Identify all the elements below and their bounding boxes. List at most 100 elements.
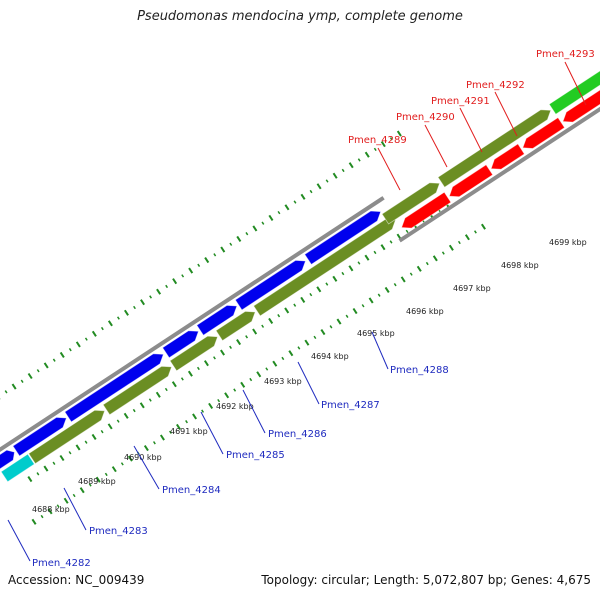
top-dotted-ring [214,254,216,257]
lower-track-group [0,131,485,524]
bottom-dotted-ring [105,473,107,476]
bottom-dotted-ring [161,435,164,440]
gene-label-forward[interactable]: Pmen_4286 [268,429,327,440]
bottom-dotted-ring [73,494,75,497]
kbp-label: 4699 kbp [549,238,587,247]
top-dotted-ring [61,352,64,357]
gene-label-forward[interactable]: Pmen_4288 [390,365,449,376]
leader-line [460,108,482,152]
scale-ticks [262,325,264,328]
bottom-dotted-ring [418,266,421,271]
bottom-dotted-ring [443,252,445,255]
gene-label-forward[interactable]: Pmen_4287 [321,400,380,411]
gene-label-forward[interactable]: Pmen_4282 [32,558,91,569]
scale-ticks [133,409,135,412]
top-dotted-ring [166,285,168,288]
top-dotted-ring [310,190,312,193]
bottom-dotted-ring [266,368,268,371]
top-dotted-ring [157,289,160,294]
top-dotted-ring [29,373,32,378]
bottom-dotted-ring [337,319,340,324]
scale-ticks [285,308,288,313]
top-dotted-ring [86,338,88,341]
leader-line [243,390,265,433]
gene-label-forward[interactable]: Pmen_4285 [226,450,285,461]
top-dotted-ring [182,275,184,278]
scale-ticks [149,399,151,402]
bottom-dotted-ring [209,403,212,408]
scale-ticks [365,255,368,260]
kbp-label: 4696 kbp [406,307,444,316]
scale-ticks [198,367,200,370]
gene-label-reverse[interactable]: Pmen_4290 [396,112,455,123]
gene-label-reverse[interactable]: Pmen_4291 [431,96,490,107]
scale-ticks [326,283,328,286]
bottom-dotted-ring [362,304,364,307]
scale-ticks [237,340,240,345]
top-dotted-ring [53,359,55,362]
top-dotted-ring [246,232,248,235]
bottom-dotted-ring [450,245,453,250]
bottom-dotted-ring [250,378,252,381]
gene-label-forward[interactable]: Pmen_4284 [162,485,221,496]
top-dotted-ring [93,331,96,336]
scale-ticks [101,430,103,433]
top-dotted-ring [358,159,360,162]
top-dotted-ring [262,222,264,225]
bottom-dotted-ring [459,241,461,244]
top-dotted-ring [301,194,304,199]
gene-label-reverse[interactable]: Pmen_4289 [348,135,407,146]
top-dotted-ring [102,327,104,330]
bottom-dotted-ring [394,283,396,286]
gene-label-forward[interactable]: Pmen_4283 [89,526,148,537]
bottom-dotted-ring [186,420,188,423]
kbp-label: 4688 kbp [32,505,70,514]
bottom-dotted-ring [426,262,428,265]
bottom-dotted-ring [305,340,308,345]
bottom-dotted-ring [81,488,84,493]
top-dotted-ring [366,152,369,157]
scale-ticks [125,413,128,418]
scale-ticks [301,297,304,302]
top-dotted-ring [350,163,353,168]
cds-segment[interactable] [438,110,551,188]
bottom-dotted-ring [145,446,148,451]
scale-ticks [390,241,392,244]
scale-ticks [37,473,39,476]
bottom-dotted-ring [289,351,292,356]
bottom-dotted-ring [330,326,332,329]
scale-ticks [182,378,184,381]
top-dotted-ring [221,247,224,252]
top-dotted-ring [109,321,112,326]
scale-ticks [60,455,63,460]
top-dotted-ring [173,279,176,284]
scale-ticks [221,350,224,355]
bottom-dotted-ring [434,256,437,261]
kbp-label: 4693 kbp [264,377,302,386]
scale-ticks [342,272,344,275]
scale-ticks [358,262,360,265]
leader-line [495,92,517,136]
scale-ticks [253,329,256,334]
top-dotted-ring [189,268,192,273]
scale-ticks [166,388,168,391]
top-dotted-ring [5,391,7,394]
top-dotted-ring [294,201,296,204]
topology-text: Topology: circular; Length: 5,072,807 bp… [261,573,591,587]
genome-map[interactable]: 4688 kbp4689 kbp4690 kbp4691 kbp4692 kbp… [0,0,600,600]
top-dotted-ring [317,184,320,189]
gene-label-reverse[interactable]: Pmen_4292 [466,80,525,91]
scale-ticks [317,287,320,292]
top-dotted-ring [205,258,208,263]
scale-ticks [109,424,112,429]
scale-ticks [92,434,95,439]
top-dotted-ring [342,169,344,172]
scale-ticks [117,420,119,423]
accession-text: Accession: NC_009439 [8,573,144,587]
bottom-dotted-ring [154,442,156,445]
kbp-label: 4692 kbp [216,402,254,411]
gene-label-reverse[interactable]: Pmen_4293 [536,49,595,60]
top-dotted-ring [45,363,48,368]
bottom-dotted-ring [41,515,43,518]
bottom-dotted-ring [282,357,284,360]
